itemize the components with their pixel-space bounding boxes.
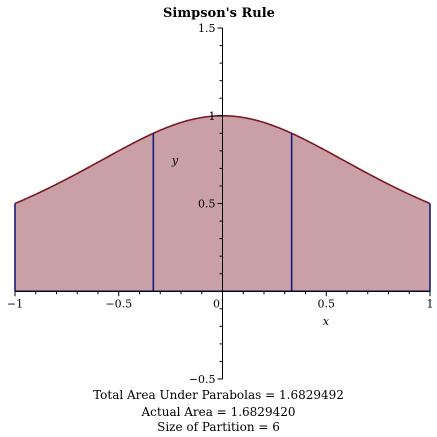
caption-partition-size: Size of Partition = 6: [157, 420, 280, 434]
caption-actual-area: Actual Area = 1.6829420: [141, 405, 296, 419]
chart-title: Simpson's Rule: [163, 6, 275, 21]
caption-total-area: Total Area Under Parabolas = 1.6829492: [93, 388, 344, 402]
y-axis-label: y: [171, 154, 179, 167]
y-tick-label: 1: [209, 110, 216, 123]
y-tick-label: −0.5: [189, 373, 216, 386]
x-tick-label: −0.5: [105, 297, 132, 310]
x-tick-label: 1: [427, 297, 434, 310]
tick-labels: −1 −0.5 0 0.5 1 −0.5 0.5 1 1.5: [7, 22, 434, 386]
y-tick-label: 0.5: [198, 198, 216, 211]
x-tick-label: 0.5: [318, 297, 336, 310]
x-axis-label: x: [323, 315, 330, 328]
axes: [14, 27, 431, 380]
x-tick-label: −1: [7, 297, 23, 310]
x-tick-label: 0: [213, 297, 220, 310]
y-tick-label: 1.5: [198, 22, 216, 35]
